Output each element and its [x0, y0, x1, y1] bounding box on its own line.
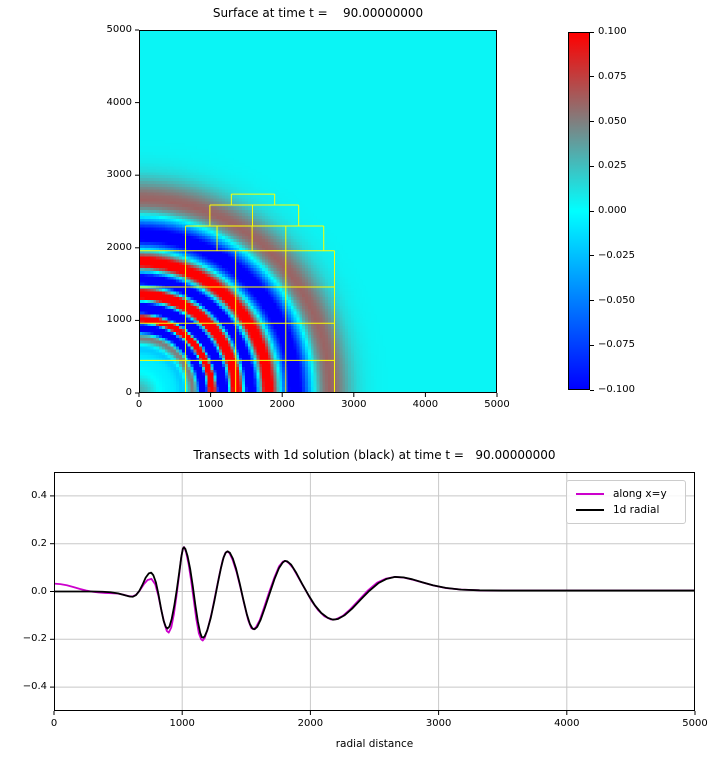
colorbar: [568, 32, 590, 390]
colorbar-tick-mark: [590, 76, 594, 78]
transect-plot-area: [50, 472, 696, 715]
colorbar-tick-mark: [590, 31, 594, 33]
colorbar-tick-label: 0.000: [598, 205, 627, 216]
colorbar-tick-mark: [590, 344, 594, 346]
legend-label-along-xy: along x=y: [613, 488, 667, 500]
colorbar-tick-label: 0.075: [598, 70, 627, 82]
colorbar-tick-label: 0.025: [598, 160, 627, 172]
transect-lines-svg: [50, 472, 696, 715]
colorbar-tick-mark: [590, 389, 594, 391]
surface-y-tick-label: 0: [125, 387, 132, 398]
transect-y-tick-label: −0.4: [22, 681, 47, 693]
surface-y-tick-label: 4000: [106, 96, 132, 108]
transect-x-tick-label: 1000: [169, 718, 195, 729]
colorbar-tick-mark: [590, 121, 594, 122]
legend-label-1d-radial: 1d radial: [613, 504, 660, 516]
transect-y-tick-label: 0.2: [31, 537, 47, 549]
legend-item-1d-radial: 1d radial: [576, 502, 676, 518]
surface-plot-title: Surface at time t = 90.00000000: [212, 6, 424, 20]
surface-heatmap: [139, 30, 497, 393]
transect-x-tick-label: 3000: [425, 718, 452, 729]
colorbar-tick-label: 0.100: [598, 26, 627, 37]
x-axis-label: radial distance: [335, 738, 414, 750]
surface-y-tick-label: 5000: [106, 24, 132, 35]
series-1d-radial: [54, 546, 695, 639]
surface-x-tick-label: 1000: [197, 399, 224, 410]
transect-plot-title: Transects with 1d solution (black) at ti…: [193, 448, 556, 462]
colorbar-tick-mark: [590, 210, 594, 212]
colorbar-tick-label: 0.050: [598, 115, 627, 127]
legend-line-magenta: [576, 493, 604, 495]
transect-y-tick-label: 0.4: [31, 489, 47, 501]
transect-x-tick-label: 5000: [682, 718, 708, 729]
surface-y-tick-label: 3000: [106, 169, 132, 181]
transect-y-tick-label: −0.2: [22, 633, 47, 645]
colorbar-tick-mark: [590, 300, 594, 301]
transect-x-tick-label: 4000: [554, 718, 580, 729]
legend-item-along-xy: along x=y: [576, 486, 676, 502]
colorbar-tick-label: −0.025: [598, 249, 636, 261]
series-along-x-y: [53, 546, 695, 642]
transect-y-tick-label: 0.0: [31, 585, 47, 597]
colorbar-tick-label: −0.100: [598, 384, 636, 395]
surface-x-tick-label: 0: [135, 399, 143, 410]
surface-x-tick-label: 4000: [412, 399, 439, 410]
colorbar-tick-label: −0.050: [598, 294, 636, 306]
transect-x-tick-label: 2000: [297, 718, 324, 729]
colorbar-tick-label: −0.075: [598, 339, 636, 351]
amr-grid-overlay: [135, 29, 498, 397]
surface-y-tick-label: 1000: [106, 314, 132, 326]
surface-y-tick-label: 2000: [106, 241, 132, 253]
surface-x-tick-label: 5000: [484, 399, 510, 410]
colorbar-gradient: [568, 32, 590, 390]
legend: along x=y 1d radial: [566, 480, 686, 524]
colorbar-tick-mark: [590, 255, 594, 257]
surface-plot-area: [135, 29, 498, 397]
legend-line-black: [576, 509, 604, 511]
transect-x-tick-label: 0: [50, 718, 58, 729]
surface-x-tick-label: 2000: [269, 399, 295, 410]
colorbar-tick-mark: [590, 165, 594, 167]
surface-x-tick-label: 3000: [341, 399, 367, 410]
